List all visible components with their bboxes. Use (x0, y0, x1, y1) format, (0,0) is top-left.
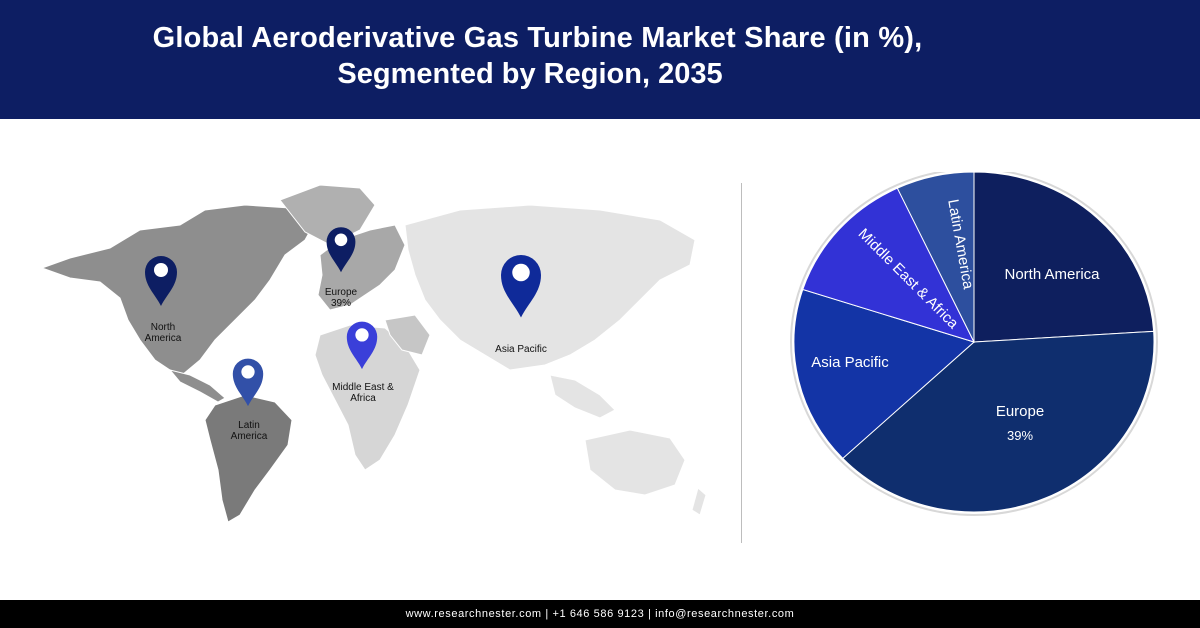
map-label-line: 39% (330, 298, 351, 309)
map-label-line: Latin (238, 420, 260, 431)
map-south-america (204, 394, 293, 523)
map-label-line: America (230, 431, 268, 442)
map-label-line: Europe (324, 287, 358, 298)
map-label-north-america: North America (128, 322, 198, 344)
pie-slice-north-america (973, 171, 1155, 343)
map-label-line: Middle East & (332, 382, 394, 393)
map-label-middle-east-africa: Middle East & Africa (318, 382, 408, 404)
map-central-america (168, 369, 226, 403)
world-map-graphic (40, 184, 707, 523)
pie-slice-label: North America (1004, 266, 1100, 283)
map-new-zealand (691, 487, 707, 516)
pie-label-group: Europe 39% (996, 403, 1044, 443)
pie-slice-label: Europe (996, 403, 1044, 420)
title-banner: Global Aeroderivative Gas Turbine Market… (0, 0, 1200, 119)
map-label-line: Africa (350, 393, 376, 404)
section-divider (741, 183, 742, 543)
map-pin-icon-north-america (145, 256, 177, 306)
pie-slice-label: Asia Pacific (811, 354, 889, 371)
map-label-line: America (144, 333, 182, 344)
pie-slice-latin-america (896, 171, 975, 343)
map-asia (404, 204, 696, 371)
map-middle-east (384, 314, 431, 356)
contact-footer: www.researchnester.com | +1 646 586 9123… (0, 600, 1200, 628)
pie-slice-value-label: 39% (1007, 428, 1033, 443)
map-label-line: Asia Pacific (495, 344, 547, 355)
map-label-asia-pacific: Asia Pacific (476, 344, 566, 355)
map-pin-icon-europe (326, 227, 356, 273)
map-pin-icon-middle-east-africa (346, 321, 378, 370)
map-pin-icon-latin-america (232, 358, 264, 407)
map-north-america (40, 204, 316, 376)
map-southeast-asia (549, 374, 616, 419)
pie-slice-europe (842, 330, 1155, 513)
pie-slice-middle-east-africa (802, 187, 975, 343)
pie-label-group: Asia Pacific (811, 354, 889, 371)
map-label-latin-america: Latin America (214, 420, 284, 442)
map-label-line: North (150, 322, 176, 333)
map-greenland (279, 184, 376, 246)
chart-title-line-1: Global Aeroderivative Gas Turbine Market… (152, 22, 923, 54)
chart-title-line-2: Segmented by Region, 2035 (337, 58, 723, 90)
map-pins-svg (145, 227, 541, 407)
pie-chart: North America Europe 39% Asia Pacific Middle… (790, 168, 1160, 517)
world-map: North America Europe 39% Asia Pacific Middle … (30, 170, 720, 540)
map-pin-icon-asia-pacific (501, 255, 541, 318)
map-australia (584, 429, 686, 496)
pie-slice-asia-pacific (793, 288, 975, 460)
pie-label-group: North America (1004, 266, 1100, 283)
map-label-europe: Europe 39% (306, 287, 376, 309)
